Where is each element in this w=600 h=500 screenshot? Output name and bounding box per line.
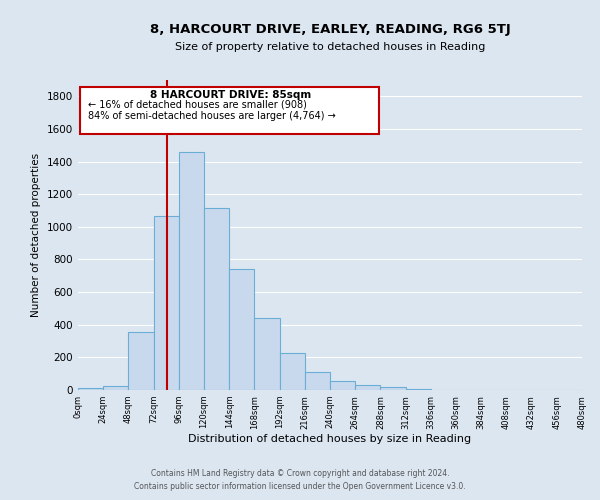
- Bar: [305, 372, 330, 390]
- Bar: [280, 354, 305, 390]
- Bar: [330, 381, 355, 390]
- Text: 8 HARCOURT DRIVE: 85sqm: 8 HARCOURT DRIVE: 85sqm: [149, 90, 311, 100]
- Text: 8, HARCOURT DRIVE, EARLEY, READING, RG6 5TJ: 8, HARCOURT DRIVE, EARLEY, READING, RG6 …: [149, 22, 511, 36]
- Bar: [154, 216, 179, 390]
- FancyBboxPatch shape: [80, 86, 379, 134]
- Bar: [254, 318, 280, 390]
- X-axis label: Distribution of detached houses by size in Reading: Distribution of detached houses by size …: [188, 434, 472, 444]
- Bar: [229, 270, 254, 390]
- Y-axis label: Number of detached properties: Number of detached properties: [31, 153, 41, 317]
- Text: Size of property relative to detached houses in Reading: Size of property relative to detached ho…: [175, 42, 485, 52]
- Bar: [380, 387, 406, 390]
- Bar: [103, 386, 128, 390]
- Text: 84% of semi-detached houses are larger (4,764) →: 84% of semi-detached houses are larger (…: [89, 111, 336, 121]
- Text: Contains HM Land Registry data © Crown copyright and database right 2024.: Contains HM Land Registry data © Crown c…: [151, 468, 449, 477]
- Bar: [204, 208, 229, 390]
- Bar: [128, 332, 154, 390]
- Text: Contains public sector information licensed under the Open Government Licence v3: Contains public sector information licen…: [134, 482, 466, 491]
- Bar: [78, 388, 103, 390]
- Text: ← 16% of detached houses are smaller (908): ← 16% of detached houses are smaller (90…: [89, 100, 307, 110]
- Bar: [179, 152, 204, 390]
- Bar: [406, 389, 431, 390]
- Bar: [355, 385, 380, 390]
